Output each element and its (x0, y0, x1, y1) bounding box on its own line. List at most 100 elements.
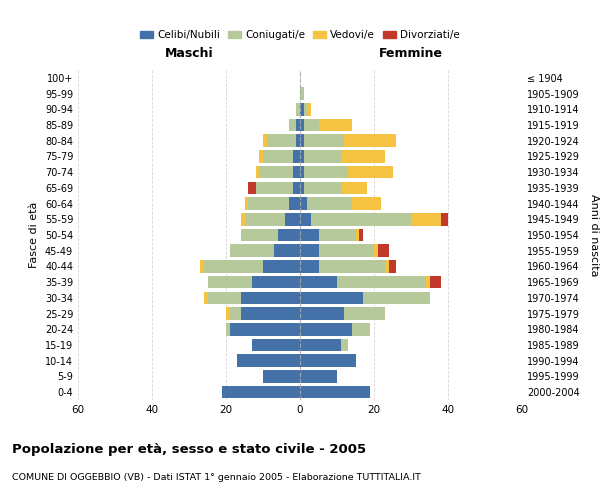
Bar (374, 244, 378, 257)
Bar (304, 103, 307, 116)
Bar (223, 386, 300, 398)
Bar (341, 182, 367, 194)
Bar (300, 118, 304, 132)
Bar (363, 292, 430, 304)
Bar (204, 260, 263, 272)
Bar (300, 228, 319, 241)
Y-axis label: Fasce di età: Fasce di età (29, 202, 39, 268)
Bar (426, 276, 430, 288)
Legend: Celibi/Nubili, Coniugati/e, Vedovi/e, Divorziati/e: Celibi/Nubili, Coniugati/e, Vedovi/e, Di… (136, 26, 464, 44)
Bar (248, 198, 289, 210)
Text: Maschi: Maschi (164, 47, 214, 60)
Bar (200, 260, 204, 272)
Bar (300, 150, 304, 162)
Bar (307, 103, 311, 116)
Bar (226, 308, 230, 320)
Bar (440, 213, 448, 226)
Bar (319, 260, 385, 272)
Bar (230, 323, 300, 336)
Bar (300, 276, 337, 288)
Bar (263, 134, 266, 147)
Bar (411, 213, 440, 226)
Bar (285, 213, 300, 226)
Bar (289, 118, 296, 132)
Text: COMUNE DI OGGEBBIO (VB) - Dati ISTAT 1° gennaio 2005 - Elaborazione TUTTITALIA.I: COMUNE DI OGGEBBIO (VB) - Dati ISTAT 1° … (12, 472, 421, 482)
Text: Femmine: Femmine (379, 47, 443, 60)
Bar (296, 103, 300, 116)
Bar (300, 182, 304, 194)
Bar (293, 150, 300, 162)
Bar (300, 308, 344, 320)
Bar (241, 292, 300, 304)
Bar (300, 338, 341, 351)
Bar (226, 323, 230, 336)
Bar (248, 182, 256, 194)
Bar (259, 150, 263, 162)
Bar (300, 323, 352, 336)
Bar (304, 134, 344, 147)
Bar (341, 150, 385, 162)
Bar (311, 213, 411, 226)
Bar (256, 166, 259, 178)
Bar (304, 166, 348, 178)
Bar (300, 88, 304, 100)
Bar (241, 308, 300, 320)
Bar (245, 198, 248, 210)
Bar (319, 118, 352, 132)
Bar (300, 354, 355, 367)
Bar (289, 198, 300, 210)
Text: Popolazione per età, sesso e stato civile - 2005: Popolazione per età, sesso e stato civil… (12, 442, 366, 456)
Bar (300, 213, 311, 226)
Bar (241, 213, 245, 226)
Bar (208, 276, 252, 288)
Bar (304, 150, 341, 162)
Bar (263, 260, 300, 272)
Bar (300, 292, 363, 304)
Bar (296, 118, 300, 132)
Bar (304, 118, 319, 132)
Bar (355, 228, 359, 241)
Bar (296, 134, 300, 147)
Bar (256, 182, 293, 194)
Bar (352, 323, 370, 336)
Bar (319, 244, 374, 257)
Bar (263, 370, 300, 382)
Bar (237, 354, 300, 367)
Bar (304, 182, 341, 194)
Bar (385, 260, 389, 272)
Bar (252, 338, 300, 351)
Bar (300, 370, 337, 382)
Bar (341, 338, 348, 351)
Bar (278, 228, 300, 241)
Bar (300, 134, 304, 147)
Bar (230, 308, 241, 320)
Bar (348, 166, 392, 178)
Bar (300, 166, 304, 178)
Bar (263, 150, 293, 162)
Bar (307, 198, 352, 210)
Bar (241, 228, 278, 241)
Bar (352, 198, 382, 210)
Bar (359, 228, 363, 241)
Bar (389, 260, 396, 272)
Bar (204, 292, 208, 304)
Bar (245, 213, 285, 226)
Bar (300, 260, 319, 272)
Bar (300, 103, 304, 116)
Bar (274, 244, 300, 257)
Bar (252, 276, 300, 288)
Bar (430, 276, 440, 288)
Bar (293, 166, 300, 178)
Bar (300, 386, 370, 398)
Bar (259, 166, 293, 178)
Bar (208, 292, 241, 304)
Bar (378, 244, 389, 257)
Y-axis label: Anni di nascita: Anni di nascita (589, 194, 599, 276)
Bar (319, 228, 355, 241)
Bar (300, 198, 307, 210)
Bar (300, 244, 319, 257)
Bar (230, 244, 274, 257)
Bar (344, 134, 396, 147)
Bar (337, 276, 426, 288)
Bar (266, 134, 296, 147)
